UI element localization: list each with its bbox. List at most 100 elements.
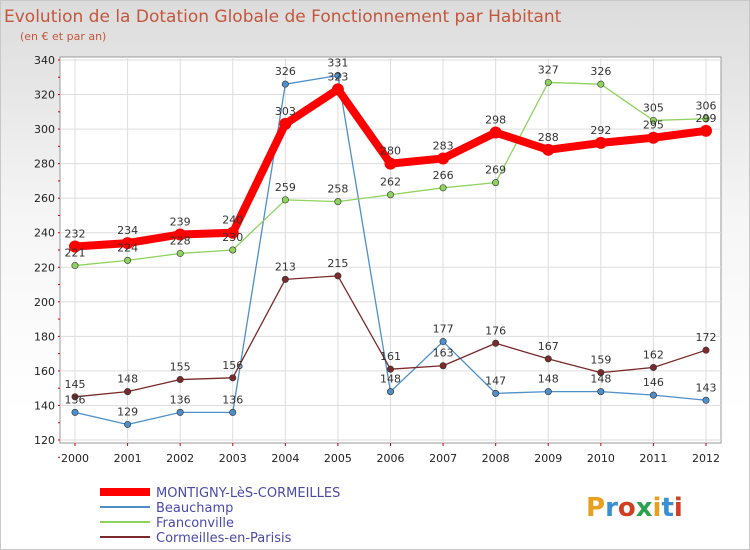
legend: MONTIGNY-LèS-CORMEILLESBeauchampFranconv… [100, 486, 340, 546]
legend-label: MONTIGNY-LèS-CORMEILLES [156, 486, 340, 501]
legend-label: Cormeilles-en-Parisis [156, 531, 292, 546]
data-label: 148 [380, 373, 401, 386]
data-point [544, 388, 552, 396]
data-point [649, 391, 657, 399]
data-point [542, 143, 555, 156]
data-point [174, 228, 187, 241]
data-point [176, 408, 184, 416]
data-point [281, 80, 289, 88]
data-label: 148 [590, 373, 611, 386]
data-label: 167 [538, 340, 559, 353]
x-tick-label: 2004 [271, 452, 299, 465]
y-tick-label: 160 [34, 365, 55, 378]
data-label: 323 [327, 70, 348, 83]
data-point [384, 157, 397, 170]
data-label: 262 [380, 176, 401, 189]
data-point [331, 83, 344, 96]
data-point [229, 408, 237, 416]
data-label: 146 [643, 376, 664, 389]
data-label: 147 [485, 374, 506, 387]
data-point [492, 339, 500, 347]
data-point [702, 115, 710, 123]
data-point [597, 388, 605, 396]
data-label: 129 [117, 405, 138, 418]
x-tick-label: 2005 [324, 452, 352, 465]
data-point [702, 396, 710, 404]
data-label: 327 [538, 63, 559, 76]
data-label: 136 [65, 393, 86, 406]
data-point [492, 389, 500, 397]
data-point [649, 363, 657, 371]
data-label: 331 [327, 57, 348, 70]
y-tick-label: 300 [34, 123, 55, 136]
data-point [439, 338, 447, 346]
data-point [281, 196, 289, 204]
x-tick-label: 2003 [219, 452, 247, 465]
data-point [649, 116, 657, 124]
data-label: 230 [222, 231, 243, 244]
y-tick-label: 340 [34, 54, 55, 67]
y-tick-label: 200 [34, 296, 55, 309]
data-point [647, 131, 660, 144]
y-tick-label: 240 [34, 227, 55, 240]
data-point [229, 246, 237, 254]
data-label: 224 [117, 241, 138, 254]
data-point [281, 275, 289, 283]
data-label: 234 [117, 224, 138, 237]
data-label: 283 [433, 139, 454, 152]
data-point [334, 272, 342, 280]
legend-label: Franconville [156, 516, 234, 531]
data-point [702, 346, 710, 354]
chart-subtitle: (en € et par an) [20, 30, 106, 43]
x-tick-label: 2009 [534, 452, 562, 465]
data-label: 305 [643, 101, 664, 114]
data-label: 213 [275, 260, 296, 273]
data-label: 258 [327, 183, 348, 196]
data-label: 295 [643, 119, 664, 132]
data-label: 136 [222, 393, 243, 406]
data-label: 148 [117, 373, 138, 386]
proxiti-logo: Proxiti [586, 493, 683, 523]
y-tick-label: 220 [34, 261, 55, 274]
y-tick-label: 260 [34, 192, 55, 205]
data-label: 292 [590, 124, 611, 137]
data-label: 269 [485, 164, 506, 177]
data-label: 156 [222, 359, 243, 372]
x-tick-label: 2007 [429, 452, 457, 465]
data-point [279, 117, 292, 130]
x-tick-label: 2008 [482, 452, 510, 465]
data-point [489, 126, 502, 139]
data-point [71, 408, 79, 416]
data-point [386, 191, 394, 199]
data-label: 259 [275, 181, 296, 194]
data-label: 240 [222, 214, 243, 227]
data-point [124, 388, 132, 396]
data-point [700, 124, 712, 137]
data-label: 215 [327, 257, 348, 270]
data-point [492, 179, 500, 187]
y-tick-label: 180 [34, 330, 55, 343]
x-tick-label: 2000 [61, 452, 89, 465]
data-label: 172 [696, 331, 717, 344]
data-label: 232 [65, 228, 86, 241]
data-label: 143 [696, 381, 717, 394]
x-tick-label: 2006 [377, 452, 405, 465]
y-tick-label: 320 [34, 89, 55, 102]
data-label: 163 [433, 347, 454, 360]
data-label: 136 [170, 393, 191, 406]
data-label: 145 [65, 378, 86, 391]
data-label: 176 [485, 324, 506, 337]
data-point [69, 240, 81, 253]
chart-title: Evolution de la Dotation Globale de Fonc… [4, 7, 562, 27]
data-label: 239 [170, 215, 191, 228]
data-label: 298 [485, 114, 506, 127]
x-tick-label: 2012 [692, 452, 720, 465]
data-point [439, 184, 447, 192]
data-label: 326 [275, 65, 296, 78]
data-point [121, 237, 134, 250]
data-label: 228 [170, 234, 191, 247]
legend-label: Beauchamp [156, 501, 233, 516]
data-label: 266 [433, 169, 454, 182]
data-label: 148 [538, 373, 559, 386]
